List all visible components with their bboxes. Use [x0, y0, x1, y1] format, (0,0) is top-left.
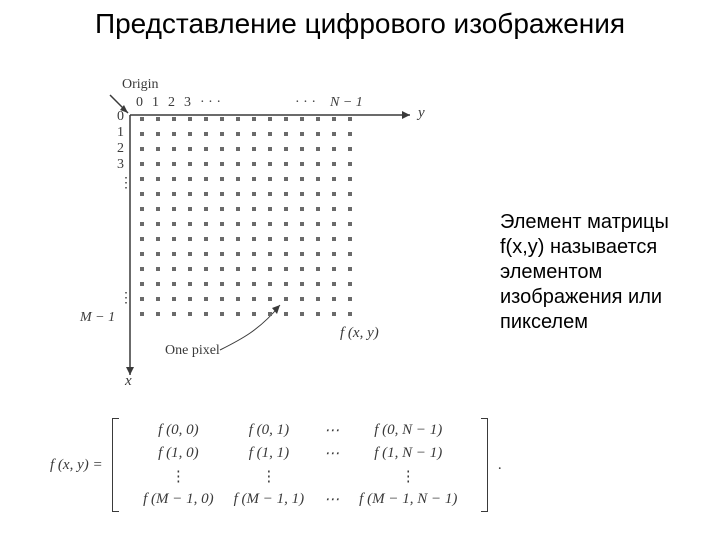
- slide-title: Представление цифрового изображения: [0, 8, 720, 40]
- ytick-N1: N − 1: [330, 95, 363, 111]
- xtick-3: 3: [117, 157, 124, 173]
- matrix-lhs: f (x, y) =: [50, 457, 103, 474]
- m-cell: f (0, 1): [224, 419, 315, 442]
- ytick-1: 1: [152, 95, 159, 111]
- bracket-right: [481, 418, 488, 512]
- m-cell: f (M − 1, 0): [133, 488, 224, 511]
- x-axis-label: x: [125, 373, 132, 390]
- xtick-2: 2: [117, 141, 124, 157]
- m-cell: f (1, 1): [224, 442, 315, 465]
- matrix-trailing: .: [498, 457, 502, 474]
- m-cell: ⋯: [314, 419, 349, 442]
- xtick-M1: M − 1: [80, 310, 115, 326]
- m-cell: [314, 465, 349, 488]
- m-cell: f (1, N − 1): [349, 442, 467, 465]
- m-cell: ⋮: [133, 465, 224, 488]
- bracket-left: [112, 418, 119, 512]
- ytick-dots2: · · ·: [295, 95, 316, 111]
- ytick-2: 2: [168, 95, 175, 111]
- m-cell: ⋮: [224, 465, 315, 488]
- xtick-1: 1: [117, 125, 124, 141]
- one-pixel-label: One pixel: [165, 343, 220, 359]
- m-cell: ⋮: [349, 465, 467, 488]
- xtick-d2: ⋮: [119, 290, 133, 307]
- m-cell: f (M − 1, N − 1): [349, 488, 467, 511]
- f-label: f (x, y): [340, 325, 379, 342]
- matrix-body: f (0, 0) f (0, 1) ⋯ f (0, N − 1) f (1, 0…: [123, 415, 477, 515]
- m-cell: f (1, 0): [133, 442, 224, 465]
- m-cell: ⋯: [314, 442, 349, 465]
- xtick-d1: ⋮: [119, 175, 133, 192]
- caption-text: Элемент матрицы f(x,y) называется элемен…: [500, 210, 700, 335]
- ytick-dots1: · · ·: [200, 95, 221, 111]
- m-cell: f (0, N − 1): [349, 419, 467, 442]
- m-cell: f (M − 1, 1): [224, 488, 315, 511]
- matrix-equation: f (x, y) = f (0, 0) f (0, 1) ⋯ f (0, N −…: [50, 415, 520, 515]
- pixel-grid-figure: Origin 0 1 2 3 · · · · · · N − 1 0 1 2 3…: [70, 85, 450, 385]
- m-cell: ⋯: [314, 488, 349, 511]
- y-axis-label: y: [418, 105, 425, 122]
- ytick-3: 3: [184, 95, 191, 111]
- ytick-0: 0: [136, 95, 143, 111]
- origin-label: Origin: [122, 77, 159, 93]
- xtick-0: 0: [117, 109, 124, 125]
- m-cell: f (0, 0): [133, 419, 224, 442]
- grid-svg: [70, 85, 450, 385]
